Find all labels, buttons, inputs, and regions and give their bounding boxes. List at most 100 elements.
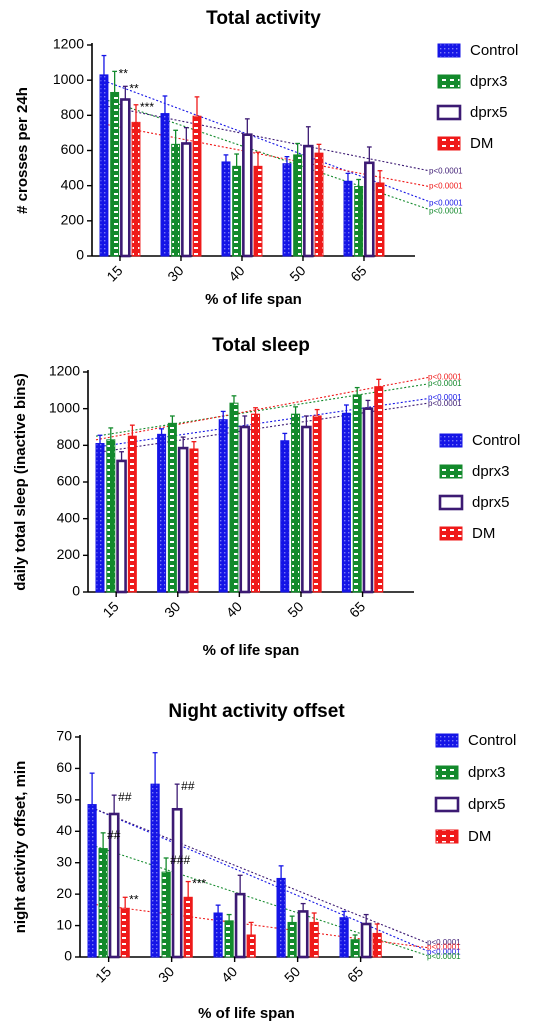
significance-marker: **	[119, 66, 129, 80]
bar-dprx5-15	[116, 459, 127, 594]
x-tick-label: 65	[347, 262, 369, 284]
bar-dprx5-30	[177, 446, 189, 594]
bar-dprx3-15	[110, 91, 120, 257]
bar-dm-30	[189, 448, 199, 593]
bar-dprx5-65	[360, 922, 372, 959]
x-tick-label: 30	[164, 262, 186, 284]
x-tick-label: 50	[284, 598, 306, 620]
bar-dm-15	[127, 435, 137, 593]
bar-control-30	[150, 783, 160, 958]
y-tick-label: 40	[56, 822, 72, 838]
bar-dprx3-65	[354, 186, 364, 257]
legend-swatch-dprx3	[437, 74, 461, 89]
trend-pvalue-dprx3: p<0.0001	[427, 952, 461, 961]
x-tick-label: 65	[344, 963, 366, 985]
legend-label-dprx5: dprx5	[468, 796, 506, 813]
y-tick-label: 60	[56, 759, 72, 775]
bar-dprx3-30	[161, 871, 171, 958]
trend-line-dm	[95, 376, 429, 441]
bar-dprx3-15	[106, 439, 116, 593]
bar-dprx3-30	[171, 143, 181, 257]
legend-label-control: Control	[472, 432, 520, 449]
bar-dprx5-30	[171, 807, 183, 959]
bar-dm-40	[251, 413, 261, 593]
chart-title: Night activity offset	[168, 701, 345, 722]
y-tick-label: 400	[61, 176, 85, 192]
legend-swatch-dprx5	[438, 494, 464, 511]
bar-dm-50	[312, 415, 322, 593]
bar-dprx3-30	[167, 422, 177, 593]
legend-swatch-dm	[439, 526, 463, 541]
significance-marker: **	[129, 81, 139, 95]
legend-label-dprx5: dprx5	[470, 104, 508, 121]
x-tick-label: 30	[161, 598, 183, 620]
chart-panel-2: Total sleep daily total sleep (inactive b…	[12, 335, 520, 659]
trend-pvalue-dm: p<0.0001	[427, 943, 461, 952]
y-tick-label: 20	[56, 885, 72, 901]
bar-control-50	[280, 440, 290, 593]
bar-dprx5-40	[242, 133, 253, 258]
y-axis-title: daily total sleep (inactive bins)	[12, 373, 29, 591]
bar-dm-15	[131, 121, 141, 257]
y-tick-label: 800	[61, 106, 85, 122]
significance-marker: ###	[170, 853, 190, 867]
trend-pvalue-control: p<0.0001	[427, 947, 461, 956]
trend-pvalue-dprx5: p<0.0001	[427, 938, 461, 947]
bar-dprx3-40	[224, 920, 234, 958]
bar-control-65	[343, 180, 353, 257]
chart-title: Total sleep	[212, 335, 310, 356]
x-tick-label: 30	[155, 963, 177, 985]
bar-dm-15	[120, 907, 130, 958]
bar-dprx5-40	[234, 892, 246, 959]
y-tick-label: 1000	[49, 399, 80, 415]
y-tick-label: 400	[57, 509, 81, 525]
legend-swatch-dm	[435, 829, 459, 844]
bar-dprx3-40	[232, 165, 242, 257]
legend-label-dprx3: dprx3	[470, 73, 508, 90]
y-tick-label: 600	[57, 473, 81, 489]
bar-control-15	[87, 804, 97, 958]
bar-dprx5-65	[364, 161, 375, 258]
y-tick-label: 30	[56, 853, 72, 869]
bar-dprx5-65	[362, 407, 374, 594]
x-tick-label: 40	[225, 262, 247, 284]
y-tick-label: 1000	[53, 71, 84, 87]
x-tick-label: 15	[99, 598, 121, 620]
significance-marker: ***	[192, 877, 206, 891]
trend-pvalue-control: p<0.0001	[429, 198, 463, 207]
y-tick-label: 800	[57, 436, 81, 452]
legend-label-control: Control	[468, 732, 516, 749]
bar-control-15	[95, 443, 105, 593]
bar-control-30	[160, 113, 170, 257]
x-tick-label: 65	[346, 598, 368, 620]
trend-line-dprx5	[87, 805, 428, 944]
legend-swatch-dprx5	[436, 104, 462, 121]
legend-label-dprx5: dprx5	[472, 494, 510, 511]
bar-control-15	[99, 74, 109, 257]
bar-control-40	[213, 912, 223, 958]
y-tick-label: 0	[64, 948, 72, 964]
x-tick-label: 50	[281, 963, 303, 985]
bar-dm-65	[372, 932, 382, 958]
significance-marker: ##	[118, 790, 132, 804]
legend-swatch-dprx5	[434, 796, 460, 813]
chart-panel-3: Night activity offset night activity offs…	[12, 701, 516, 1022]
trend-pvalue-dprx5: p<0.0001	[428, 399, 462, 408]
bar-dm-30	[183, 896, 193, 958]
x-tick-label: 40	[223, 598, 245, 620]
x-axis-title: % of life span	[198, 1005, 295, 1022]
bar-dprx5-50	[301, 425, 312, 594]
trend-pvalue-dprx3: p<0.0001	[428, 379, 462, 388]
significance-marker: ##	[107, 828, 121, 842]
bar-dprx3-50	[291, 413, 301, 593]
legend-swatch-control	[437, 43, 461, 58]
x-tick-label: 15	[92, 963, 114, 985]
bar-dprx5-50	[303, 144, 314, 258]
bar-control-65	[339, 917, 349, 958]
y-tick-label: 50	[56, 791, 72, 807]
significance-marker: ***	[140, 100, 154, 114]
trend-pvalue-dprx5: p<0.0001	[429, 167, 463, 176]
y-tick-label: 0	[76, 247, 84, 263]
bar-control-40	[221, 161, 231, 257]
bar-dprx3-65	[352, 394, 362, 593]
